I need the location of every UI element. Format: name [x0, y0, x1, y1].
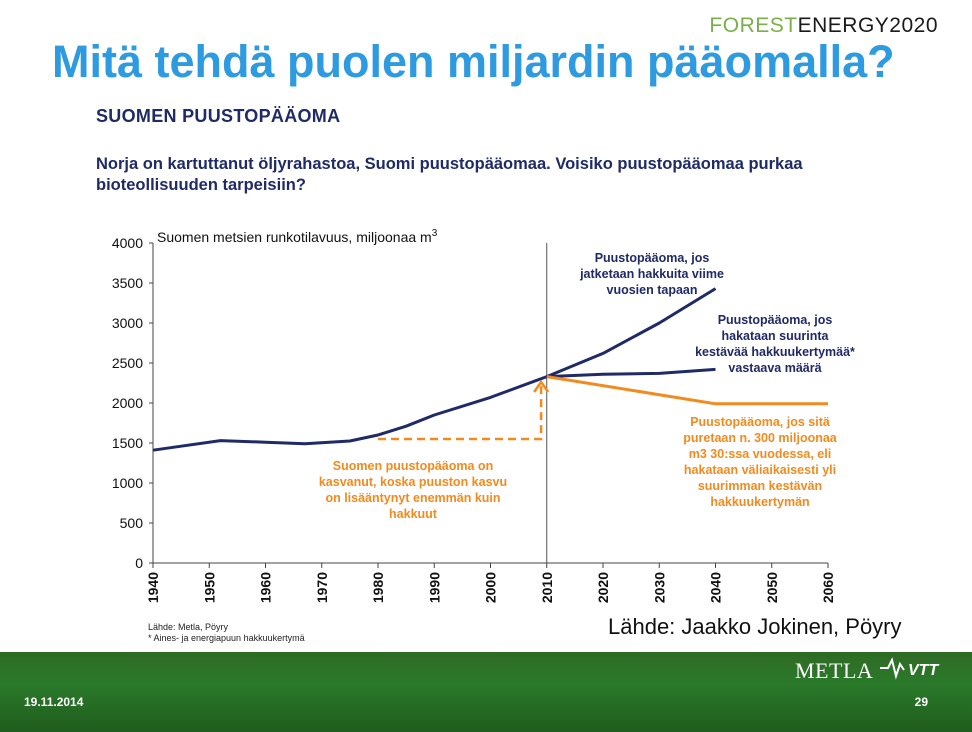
x-tick-label: 2050: [764, 572, 780, 603]
x-tick-label: 2040: [708, 572, 724, 603]
x-tick-label: 1940: [145, 572, 161, 603]
footer-date: 19.11.2014: [24, 695, 84, 709]
x-tick-label: 2060: [820, 572, 836, 603]
vtt-logo: VTT: [880, 657, 939, 680]
x-tick-label: 2010: [539, 572, 555, 603]
annotation-growth-line: on lisääntynyt enemmän kuin: [325, 491, 500, 505]
series-line-0: [152, 375, 548, 452]
y-tick-label: 3000: [112, 315, 143, 331]
x-tick-label: 2030: [651, 572, 667, 603]
footer-bar: [0, 652, 972, 732]
y-tick-label: 2500: [112, 355, 143, 371]
annotation-drawdown-line: m3 30:ssa vuodessa, eli: [689, 447, 831, 461]
stock-chart: 0 500 1000 1500 2000 2500 3000 3500 4000 1940 1950…: [112, 228, 855, 603]
annotation-drawdown-line: hakkuukertymän: [710, 495, 809, 509]
logo-text-energy: ENERGY: [797, 14, 890, 37]
logo-text-forest: FOREST: [709, 14, 798, 37]
annotation-continue-current-line: jatketaan hakkuita viime: [579, 267, 724, 281]
annotation-growth-line: Suomen puustopääoma on: [333, 459, 493, 473]
source-credit: Lähde: Jaakko Jokinen, Pöyry: [608, 614, 902, 639]
chart-annotations: Puustopääoma, jos jatketaan hakkuita viim…: [319, 251, 855, 521]
series-line-3: [546, 375, 828, 406]
notes-source: Lähde: Metla, Pöyry: [148, 622, 229, 632]
y-axis-caption-sup: 3: [432, 228, 438, 239]
chart-ticks: 0 500 1000 1500 2000 2500 3000 3500 4000 1940 1950…: [112, 228, 836, 603]
annotation-continue-current-line: vuosien tapaan: [607, 283, 698, 297]
x-tick-label: 2020: [595, 572, 611, 603]
y-tick-label: 0: [135, 555, 143, 571]
x-tick-label: 1990: [426, 572, 442, 603]
annotation-drawdown-line: Puustopääoma, jos sitä: [690, 415, 830, 429]
x-tick-label: 1950: [201, 572, 217, 603]
series-line-2: [546, 367, 716, 379]
annotation-sustainable-line: hakataan suurinta: [722, 329, 830, 343]
lead-text: Norja on kartuttanut öljyrahastoa, Suomi…: [96, 155, 803, 194]
y-tick-label: 500: [120, 515, 144, 531]
section-heading: SUOMEN PUUSTOPÄÄOMA: [96, 106, 341, 126]
y-tick-label: 3500: [112, 275, 143, 291]
annotation-drawdown-line: hakataan väliaikaisesti yli: [684, 463, 836, 477]
annotation-sustainable-line: kestävää hakkuukertymää*: [695, 345, 855, 359]
annotation-sustainable-line: vastaava määrä: [728, 361, 821, 375]
series-line-1: [546, 287, 717, 378]
notes-footnote: * Aines- ja energiapuun hakkuukertymä: [148, 633, 305, 643]
annotation-drawdown-line: suurimman kestävän: [698, 479, 822, 493]
x-tick-label: 1960: [258, 572, 274, 603]
x-tick-label: 2000: [483, 572, 499, 603]
chart-lines: [152, 287, 828, 452]
y-axis-caption: Suomen metsien runkotilavuus, miljoonaa …: [157, 228, 438, 245]
annotation-drawdown-line: puretaan n. 300 miljoonaa: [683, 431, 838, 445]
annotation-growth-line: kasvanut, koska puuston kasvu: [319, 475, 507, 489]
page-number: 29: [914, 695, 928, 709]
y-tick-label: 1500: [112, 435, 143, 451]
y-tick-label: 2000: [112, 395, 143, 411]
annotation-growth-line: hakkuut: [389, 507, 438, 521]
y-tick-label: 1000: [112, 475, 143, 491]
growth-arrowhead: [533, 379, 550, 393]
svg-text:VTT: VTT: [908, 662, 939, 679]
x-tick-label: 1980: [370, 572, 386, 603]
chart-notes: Lähde: Metla, Pöyry * Aines- ja energiap…: [148, 622, 305, 644]
forestenergy-logo: FORESTENERGY2020: [709, 14, 938, 38]
y-tick-label: 4000: [112, 235, 143, 251]
slide-title: Mitä tehdä puolen miljardin pääomalla?: [52, 36, 895, 87]
growth-dashed-path: [378, 383, 543, 441]
x-tick-label: 1970: [314, 572, 330, 603]
annotation-continue-current-line: Puustopääoma, jos: [595, 251, 710, 265]
annotation-sustainable-line: Puustopääoma, jos: [718, 313, 833, 327]
logo-text-number: 2020: [889, 14, 938, 37]
metla-logo: METLA: [795, 658, 874, 683]
